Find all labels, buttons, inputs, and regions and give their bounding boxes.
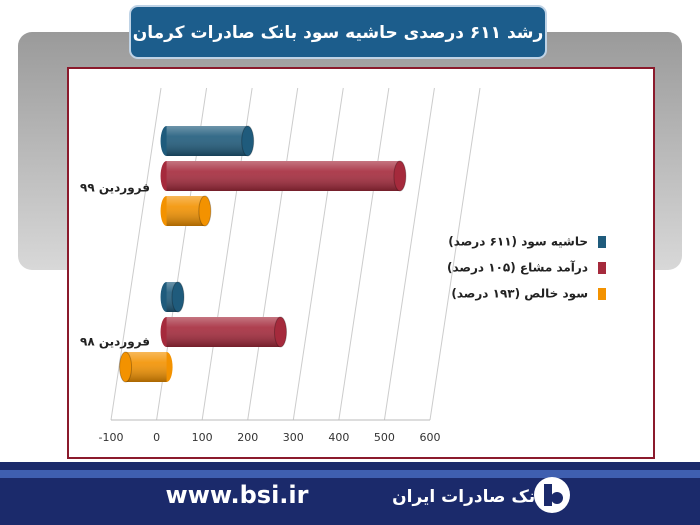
grid-line <box>383 87 435 421</box>
category-label: فروردین ۹۹ <box>80 181 150 196</box>
x-tick-label: 200 <box>237 431 258 444</box>
grid-line <box>338 87 390 421</box>
bar-group <box>160 195 212 227</box>
x-tick-label: 0 <box>153 431 160 444</box>
chart-title: رشد ۶۱۱ درصدی حاشیه سود بانک صادرات کرما… <box>133 23 544 43</box>
bar-shade <box>166 196 205 226</box>
x-tick-label: 600 <box>420 431 441 444</box>
x-tick-label: -100 <box>99 431 124 444</box>
x-tick-label: 100 <box>192 431 213 444</box>
footer-stripe <box>0 470 700 478</box>
grid-line <box>429 87 481 421</box>
legend-swatch <box>598 236 606 248</box>
bar-cap <box>171 281 185 313</box>
bar-shade <box>166 126 248 156</box>
grid-line <box>110 87 162 421</box>
bar-cap <box>241 125 255 157</box>
bar-cap <box>393 160 407 192</box>
x-tick-label: 500 <box>374 431 395 444</box>
bar-group <box>160 160 407 192</box>
legend-swatch <box>598 288 606 300</box>
bank-name: بانک صادرات ایران <box>392 487 548 507</box>
bar-cap <box>119 351 133 383</box>
bar-shade <box>166 317 281 347</box>
website: www.bsi.ir <box>166 481 309 509</box>
bar-cap <box>274 316 287 348</box>
bar-group <box>160 125 255 157</box>
x-tick-label: 300 <box>283 431 304 444</box>
legend-swatch <box>598 262 606 274</box>
bar-group <box>160 281 185 313</box>
bar-group <box>119 351 173 383</box>
x-tick-label: 400 <box>328 431 349 444</box>
legend-label: درآمد مشاع (۱۰۵ درصد) <box>447 260 588 275</box>
grid-line <box>247 87 299 421</box>
title-box <box>129 5 547 59</box>
grid-line <box>292 87 344 421</box>
plot: -100 0 100 200 300 400 500 600 فروردین ۹۹ فروردین… <box>80 87 606 444</box>
bar-shade <box>125 352 167 382</box>
bar-cap <box>198 195 212 227</box>
bank-logo <box>534 477 570 513</box>
bar-group <box>160 316 287 348</box>
category-label: فروردین ۹۸ <box>80 335 150 350</box>
legend-label: حاشیه سود (۶۱۱ درصد) <box>448 235 588 250</box>
legend-label: سود خالص (۱۹۳ درصد) <box>451 287 588 302</box>
bar-shade <box>166 161 400 191</box>
